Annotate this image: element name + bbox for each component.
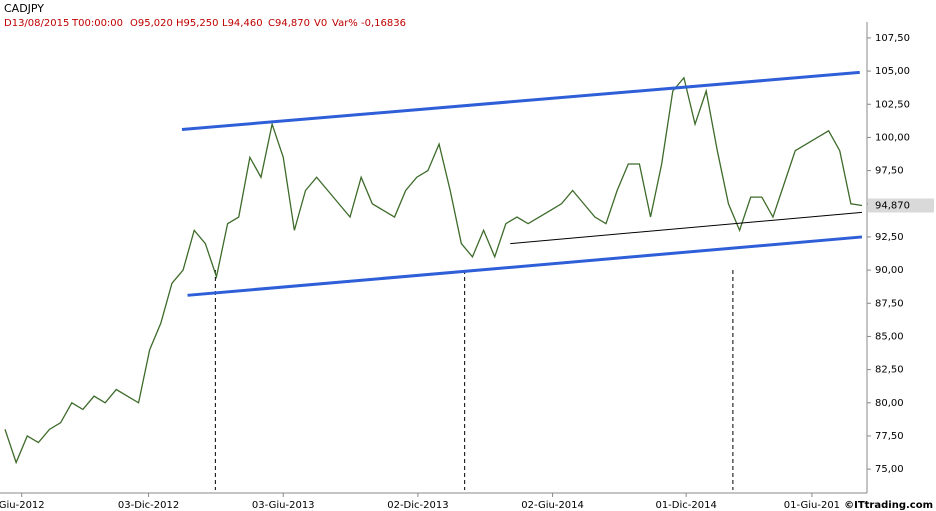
- header-field: H95,250: [176, 18, 219, 29]
- x-tick-label: 02-Giu-2014: [521, 500, 584, 511]
- y-tick-label: 107,50: [875, 33, 910, 44]
- x-tick-label: 02-Dic-2013: [387, 500, 448, 511]
- y-tick-label: 80,00: [875, 398, 904, 409]
- y-tick-label: 87,50: [875, 298, 904, 309]
- header-field: V0: [314, 18, 327, 29]
- header-field: Var% -0,16836: [332, 18, 406, 29]
- last-price-label: 94,870: [875, 200, 910, 211]
- x-tick-label: Giu-2012: [0, 500, 45, 511]
- x-tick-label: 03-Dic-2012: [118, 500, 179, 511]
- price-line: [4, 76, 863, 465]
- trendline: [510, 211, 863, 245]
- header-field: C94,870: [268, 18, 310, 29]
- credit: ©ITtrading.com: [844, 500, 933, 511]
- header-field: L94,460: [222, 18, 263, 29]
- y-tick-label: 85,00: [875, 331, 904, 342]
- symbol: CADJPY: [4, 2, 44, 15]
- y-tick-label: 100,00: [875, 132, 910, 143]
- last-price-box: [868, 198, 934, 213]
- y-tick-label: 102,50: [875, 99, 910, 110]
- y-tick-label: 97,50: [875, 166, 904, 177]
- header-field: D13/08/2015: [4, 18, 69, 29]
- y-tick-label: 92,50: [875, 232, 904, 243]
- y-tick-label: 75,00: [875, 464, 904, 475]
- x-tick-label: 03-Giu-2013: [252, 500, 315, 511]
- y-tick-label: 90,00: [875, 265, 904, 276]
- trendline: [181, 70, 860, 131]
- y-tick-label: 82,50: [875, 365, 904, 376]
- x-tick-label: 01-Dic-2014: [655, 500, 716, 511]
- y-tick-label: 77,50: [875, 431, 904, 442]
- trendline: [187, 235, 863, 297]
- header-field: T00:00:00: [71, 18, 123, 29]
- header-field: O95,020: [130, 18, 173, 29]
- x-tick-label: 01-Giu-201: [784, 500, 840, 511]
- y-tick-label: 105,00: [875, 66, 910, 77]
